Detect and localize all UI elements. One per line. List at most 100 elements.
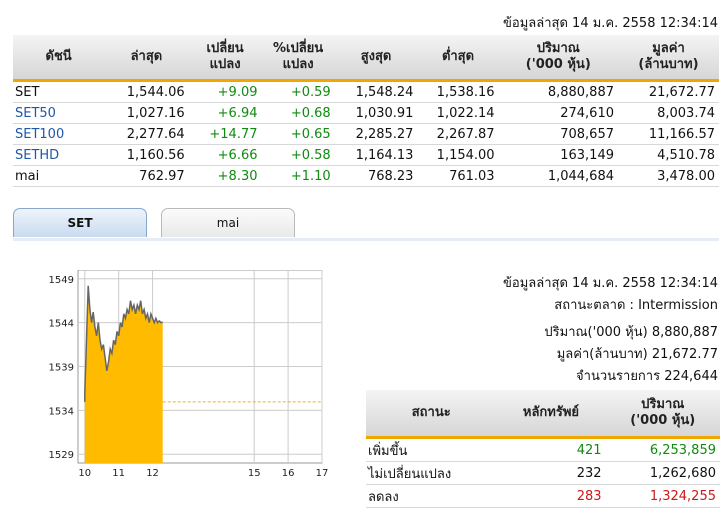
intraday-index-chart: 10 11 12 15 16 17 1529 1534 1539 1544 1549: [30, 269, 340, 520]
y-tick-label: 1529: [49, 450, 74, 461]
index-pct-change: +0.58: [261, 144, 335, 166]
index-last: 2,277.64: [104, 123, 189, 145]
index-high: 768.23: [334, 165, 418, 187]
total-value: มูลค่า(ล้านบาท) 21,672.77: [557, 343, 718, 364]
index-row-sethd: SETHD 1,160.56 +6.66 +0.58 1,164.13 1,15…: [13, 144, 719, 166]
column-header-pct-change: %เปลี่ยน แปลง: [261, 35, 335, 81]
breadth-volume: 1,262,680: [605, 461, 720, 485]
x-tick-label: 12: [146, 468, 159, 479]
index-row-mai: mai 762.97 +8.30 +1.10 768.23 761.03 1,0…: [13, 165, 719, 187]
breadth-row-decline: ลดลง 283 1,324,255: [366, 484, 720, 508]
total-trades-label: จำนวนรายการ: [576, 369, 661, 384]
index-row-set: SET 1,544.06 +9.09 +0.59 1,548.24 1,538.…: [13, 80, 719, 103]
index-value: 8,003.74: [618, 102, 719, 124]
y-tick-label: 1534: [49, 406, 74, 417]
market-status-value: Intermission: [638, 298, 718, 313]
market-status-label: สถานะตลาด :: [554, 298, 634, 313]
total-value-label: มูลค่า(ล้านบาท): [556, 347, 648, 362]
breadth-volume: 1,324,255: [605, 484, 720, 508]
index-volume: 708,657: [498, 123, 618, 145]
index-low: 761.03: [417, 165, 499, 187]
index-pct-change: +0.68: [261, 102, 335, 124]
column-header-last: ล่าสุด: [104, 35, 189, 81]
x-tick-label: 15: [248, 468, 261, 479]
total-volume-value: 8,880,887: [651, 325, 718, 340]
index-low: 1,538.16: [417, 80, 499, 103]
breadth-table-header: สถานะ หลักทรัพย์ ปริมาณ ('000 หุ้น): [366, 390, 720, 438]
breadth-count: 421: [496, 437, 606, 462]
last-update-timestamp: ข้อมูลล่าสุด 14 ม.ค. 2558 12:34:14: [503, 16, 718, 31]
market-tab-bar: SET mai: [13, 208, 719, 241]
total-trades: จำนวนรายการ 224,644: [576, 365, 718, 386]
breadth-count: 283: [496, 484, 606, 508]
x-tick-label: 10: [78, 468, 91, 479]
index-name-link[interactable]: SET50: [13, 102, 105, 124]
index-change: +9.09: [188, 80, 262, 103]
column-header-volume: ปริมาณ ('000 หุ้น): [498, 35, 618, 81]
index-name: SET: [13, 80, 105, 103]
index-volume: 274,610: [498, 102, 618, 124]
chart-svg: 10 11 12 15 16 17 1529 1534 1539 1544 1549: [49, 269, 329, 479]
index-name-link[interactable]: SET100: [13, 123, 105, 145]
tab-set[interactable]: SET: [13, 208, 147, 237]
total-trades-value: 224,644: [664, 369, 718, 384]
index-low: 1,022.14: [417, 102, 499, 124]
index-volume: 163,149: [498, 144, 618, 166]
index-name: mai: [13, 165, 105, 187]
y-tick-label: 1549: [49, 275, 74, 286]
total-volume-label: ปริมาณ('000 หุ้น): [544, 325, 648, 340]
y-tick-label: 1539: [49, 363, 74, 374]
index-row-set50: SET50 1,027.16 +6.94 +0.68 1,030.91 1,02…: [13, 102, 719, 124]
column-header-breadth-volume: ปริมาณ ('000 หุ้น): [605, 390, 720, 438]
index-high: 1,030.91: [334, 102, 418, 124]
column-header-value: มูลค่า (ล้านบาท): [618, 35, 719, 81]
total-volume: ปริมาณ('000 หุ้น) 8,880,887: [544, 321, 718, 342]
breadth-row-unchanged: ไม่เปลี่ยนแปลง 232 1,262,680: [366, 461, 720, 485]
index-last: 1,544.06: [104, 80, 189, 103]
index-value: 21,672.77: [618, 80, 719, 103]
breadth-row-advance: เพิ่มขึ้น 421 6,253,859: [366, 437, 720, 462]
index-high: 2,285.27: [334, 123, 418, 145]
index-line: [84, 285, 163, 402]
info-timestamp: ข้อมูลล่าสุด 14 ม.ค. 2558 12:34:14: [503, 276, 718, 291]
index-last: 1,027.16: [104, 102, 189, 124]
index-low: 2,267.87: [417, 123, 499, 145]
x-tick-label: 17: [316, 468, 329, 479]
breadth-label: ลดลง: [366, 484, 497, 508]
index-pct-change: +0.59: [261, 80, 335, 103]
column-header-change: เปลี่ยน แปลง: [188, 35, 262, 81]
tab-mai[interactable]: mai: [161, 208, 295, 237]
column-header-high: สูงสุด: [334, 35, 418, 81]
column-header-status: สถานะ: [366, 390, 497, 438]
index-low: 1,154.00: [417, 144, 499, 166]
breadth-volume: 6,253,859: [605, 437, 720, 462]
index-volume: 1,044,684: [498, 165, 618, 187]
breadth-label: เพิ่มขึ้น: [366, 437, 497, 462]
index-high: 1,548.24: [334, 80, 418, 103]
index-name-link[interactable]: SETHD: [13, 144, 105, 166]
breadth-label: ไม่เปลี่ยนแปลง: [366, 461, 497, 485]
index-change: +6.66: [188, 144, 262, 166]
tick-labels: 10 11 12 15 16 17 1529 1534 1539 1544 1549: [49, 275, 329, 479]
index-pct-change: +1.10: [261, 165, 335, 187]
column-header-low: ต่ำสุด: [417, 35, 499, 81]
market-status: สถานะตลาด : Intermission: [554, 294, 718, 315]
column-header-securities: หลักทรัพย์: [496, 390, 606, 438]
index-high: 1,164.13: [334, 144, 418, 166]
index-last: 762.97: [104, 165, 189, 187]
index-volume: 8,880,887: [498, 80, 618, 103]
total-value-value: 21,672.77: [651, 347, 718, 362]
index-summary-table: ดัชนี ล่าสุด เปลี่ยน แปลง %เปลี่ยน แปลง สู…: [13, 35, 719, 187]
index-table-header: ดัชนี ล่าสุด เปลี่ยน แปลง %เปลี่ยน แปลง สู…: [13, 35, 719, 81]
index-pct-change: +0.65: [261, 123, 335, 145]
breadth-count: 232: [496, 461, 606, 485]
market-breadth-table: สถานะ หลักทรัพย์ ปริมาณ ('000 หุ้น) เพิ่ม…: [366, 390, 720, 508]
index-value: 3,478.00: [618, 165, 719, 187]
index-value: 4,510.78: [618, 144, 719, 166]
index-row-set100: SET100 2,277.64 +14.77 +0.65 2,285.27 2,…: [13, 123, 719, 145]
x-tick-label: 11: [112, 468, 125, 479]
index-change: +14.77: [188, 123, 262, 145]
index-area: [84, 285, 163, 463]
index-value: 11,166.57: [618, 123, 719, 145]
index-change: +6.94: [188, 102, 262, 124]
